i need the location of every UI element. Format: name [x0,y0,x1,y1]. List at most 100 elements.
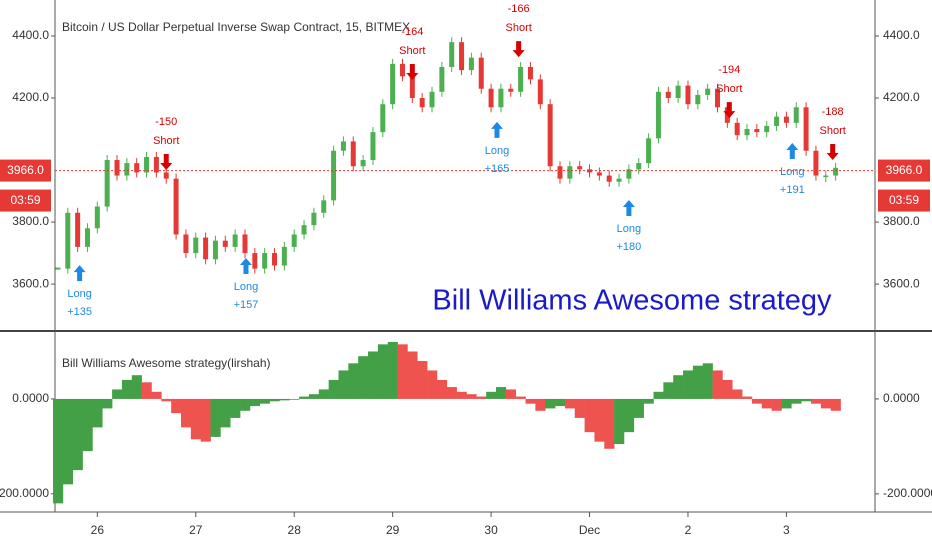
signal-arrow [622,200,635,217]
candle [567,166,573,179]
histogram-bar [446,387,457,399]
countdown: 03:59 [10,193,40,207]
candle [94,206,100,229]
x-tick-label: 26 [91,523,105,537]
histogram-bar [564,398,576,409]
histogram-bar [53,398,64,504]
candle [242,234,248,254]
candle [577,166,583,170]
histogram-bar [181,398,192,428]
candle [144,156,150,173]
histogram-bar [505,389,516,399]
candle [557,166,563,179]
candle [380,104,386,133]
candle [212,240,218,260]
countdown-box [0,189,51,212]
candle [774,116,780,126]
x-tick-label: 27 [189,523,203,537]
histogram-bar [722,379,733,399]
histogram-bar [102,398,113,409]
signal-profit: +135 [67,306,92,318]
watermark: Bill Williams Awesome strategy [432,285,832,317]
histogram-bar [594,398,605,442]
signal-profit: +191 [780,184,805,196]
histogram-bar [692,365,704,399]
signal-side: Short [820,125,846,137]
histogram-bar [466,394,477,399]
histogram-bar [200,398,211,442]
histogram-bar [190,398,201,440]
histogram-bar [614,398,625,445]
y-tick-label: 4400.0 [883,28,920,42]
candle [331,150,337,201]
x-tick-label: Dec [579,523,600,537]
histogram-bar [623,398,635,433]
histogram-bar [801,398,812,402]
candle [764,125,770,133]
candle [468,57,474,71]
candle [55,267,61,270]
candle [419,98,425,108]
signal-side: Long [780,166,804,178]
histogram-bar [702,363,713,399]
candle [390,63,396,105]
last-price-box [878,159,930,182]
histogram-bar [604,398,615,449]
histogram-bar [161,398,172,402]
countdown-box [878,189,930,212]
histogram-bar [751,398,763,404]
candle [360,160,366,167]
candle [675,85,681,99]
histogram-bar [742,396,753,399]
histogram-bar [820,398,832,409]
candle [84,228,90,247]
candle [587,169,593,173]
candle [252,253,258,269]
candle [232,234,238,247]
histogram-bar [368,351,379,399]
candle [655,91,661,139]
candle [537,79,543,105]
histogram-bar [112,389,123,399]
signal-profit: -188 [822,106,844,118]
histogram-bar [299,396,310,399]
histogram-bar [407,351,418,399]
histogram-bar [377,344,389,399]
candle [714,88,720,108]
signal-arrow [239,258,252,275]
histogram-bar [279,398,290,401]
candle [262,253,268,269]
histogram-bar [259,398,270,404]
candle [321,200,327,213]
candle [626,169,632,179]
candle [527,66,533,80]
candle [134,163,140,173]
signal-profit: +157 [234,299,259,311]
y-tick-label: 4200.0 [883,90,920,104]
candle [399,63,405,77]
last-price-box [0,159,51,182]
signal-profit: -150 [155,116,177,128]
histogram-bar [436,379,448,399]
candle [183,234,189,254]
candle [104,160,110,207]
candle [370,132,376,161]
candle [114,160,120,176]
y-tick-label: 3600.0 [883,276,920,290]
signal-profit: -166 [508,3,530,15]
histogram-bar [791,398,802,404]
y-tick-label: -200.0000 [883,486,932,500]
candle [163,172,169,179]
signal-arrow [723,102,736,119]
countdown: 03:59 [889,193,919,207]
histogram-bar [515,396,526,399]
histogram-bar [249,398,261,407]
histogram-bar [240,398,251,411]
candle [783,116,789,123]
y-tick-label: 0.0000 [883,391,920,405]
histogram-bar [417,360,428,399]
last-price-label: 3966.0 [7,163,44,177]
candle [409,76,415,99]
